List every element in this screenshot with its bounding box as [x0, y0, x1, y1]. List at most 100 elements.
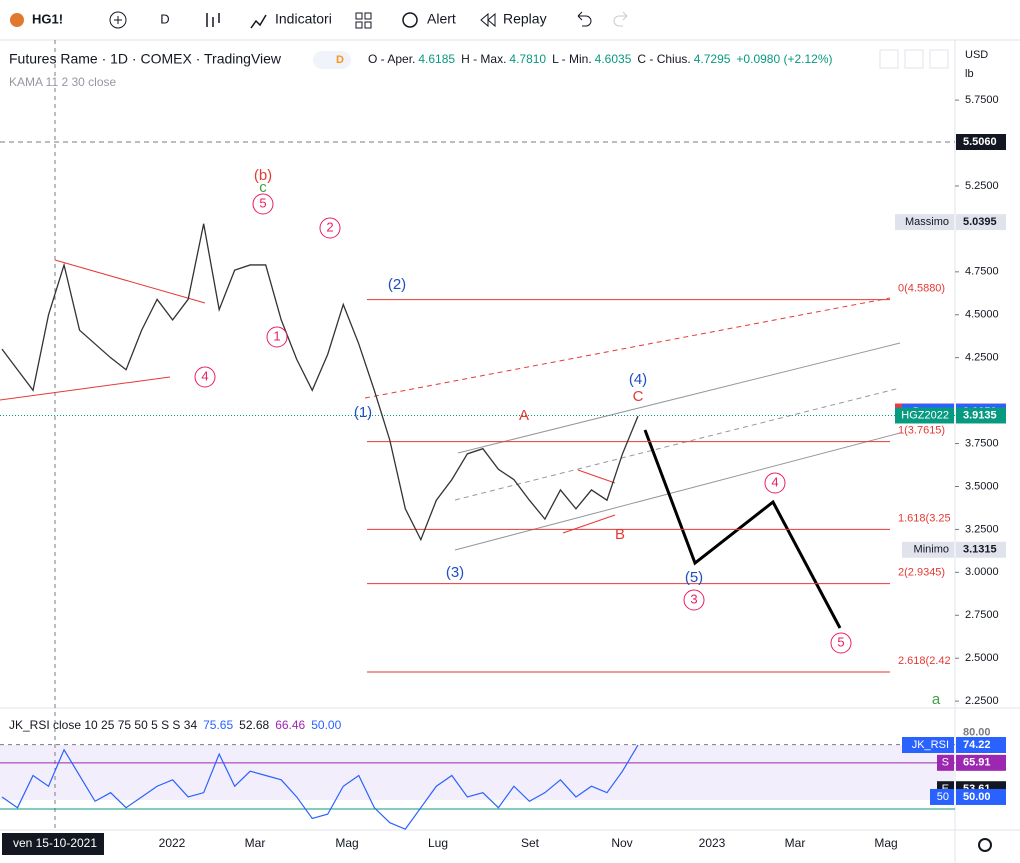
- wave-label: (5): [685, 569, 703, 586]
- rsi-tag-name: S: [942, 757, 949, 769]
- price-tag-name-bg: [902, 541, 954, 558]
- wave-circle: [683, 589, 705, 611]
- channel: [457, 342, 901, 454]
- wave-label: A: [519, 407, 529, 424]
- indicators[interactable]: Indicatori: [275, 11, 332, 27]
- rsi-tag-name-bg: [930, 788, 954, 805]
- wave-label: 5: [259, 195, 266, 210]
- undo[interactable]: [577, 11, 592, 27]
- alert[interactable]: Alert: [427, 11, 456, 27]
- badge-bg: [313, 51, 351, 69]
- grid-icon: [364, 21, 372, 29]
- wave-circle: [266, 326, 288, 348]
- button[interactable]: [904, 49, 924, 69]
- y-tick-label: 4.7500: [965, 266, 999, 278]
- wave-label: (2): [388, 276, 406, 293]
- rsi-tag-value: 80.00: [963, 727, 991, 739]
- grid-icon[interactable]: [355, 12, 363, 20]
- wave-circle: [194, 366, 216, 388]
- rsi-reading: 66.46: [275, 718, 305, 732]
- rsi-tag-value: 50.00: [963, 791, 991, 803]
- wave-label: 4: [771, 474, 778, 489]
- button[interactable]: [929, 49, 949, 69]
- price-tag-value: 5.5060: [963, 136, 997, 148]
- price-tag: [956, 214, 1006, 231]
- fib-label: 2(2.9345): [898, 566, 945, 578]
- ohlc-change: +0.0980 (+2.12%): [736, 52, 832, 66]
- channel: [454, 387, 901, 501]
- rsi-band: [0, 745, 955, 800]
- y-tick-label: 2.5000: [965, 652, 999, 664]
- price-tag-name: Minimo: [914, 544, 949, 556]
- x-tick-label: Mag: [874, 836, 897, 850]
- y-tick-label: 3.7500: [965, 437, 999, 449]
- price-tag-value: 5.0395: [963, 216, 997, 228]
- ohlc-low-label: L - Min.: [552, 52, 592, 66]
- ohlc-close-label: C - Chius.: [637, 52, 690, 66]
- wave-label: (3): [446, 564, 464, 581]
- channel: [454, 432, 901, 551]
- wave-label: a: [932, 691, 941, 708]
- rsi-tag-name: 50: [937, 791, 949, 803]
- redo[interactable]: [613, 11, 628, 27]
- wave-circle: [764, 472, 786, 494]
- add-icon[interactable]: [109, 11, 127, 29]
- rsi-tag-value: 65.91: [963, 757, 991, 769]
- rsi-reading: 75.65: [203, 718, 233, 732]
- rsi-reading: 52.68: [239, 718, 269, 732]
- button[interactable]: [879, 49, 899, 69]
- price-tag-name: HGZ2022: [901, 409, 949, 421]
- y-tick-label: 5.2500: [965, 180, 999, 192]
- x-tick-label: Nov: [611, 836, 632, 850]
- symbol[interactable]: HG1!: [32, 11, 63, 26]
- wave-label: 5: [837, 634, 844, 649]
- ohlc-high-label: H - Max.: [461, 52, 506, 66]
- wave-label: C: [633, 388, 644, 405]
- settings[interactable]: [978, 838, 992, 852]
- unit[interactable]: lb: [965, 68, 974, 80]
- rsi-tag-name: JK_RSI: [912, 739, 949, 751]
- rsi-tag: [956, 754, 1006, 771]
- price-line: [1, 223, 639, 542]
- rsi-tag: [956, 788, 1006, 805]
- rsi-tag-value: 74.22: [963, 739, 991, 751]
- grid-icon: [364, 12, 372, 20]
- wave-label: (b): [254, 167, 272, 184]
- rsi-tag-name-bg: [937, 754, 954, 771]
- x-tick-label: Mag: [335, 836, 358, 850]
- trendline: [562, 514, 616, 534]
- crosshair-date-bg: [2, 833, 104, 855]
- rsi-tag: [956, 724, 1006, 741]
- add-plus: [114, 16, 122, 24]
- x-tick-label: 2023: [699, 836, 726, 850]
- interval[interactable]: D: [160, 11, 169, 26]
- ohlc-open-label: O - Aper.: [368, 52, 415, 66]
- y-tick-label: 4.2500: [965, 352, 999, 364]
- replay[interactable]: Replay: [503, 11, 547, 27]
- price-tag: [956, 407, 1006, 424]
- fib-label: 1(3.7615): [898, 424, 945, 436]
- ohlc-high: 4.7810: [509, 52, 546, 66]
- rsi-reading: 50.00: [311, 718, 341, 732]
- wave-label: c: [259, 179, 267, 196]
- ohlc-low: 4.6035: [595, 52, 632, 66]
- wave-label: 3: [690, 591, 697, 606]
- currency[interactable]: USD: [965, 49, 988, 61]
- toolbar: [0, 0, 1020, 40]
- x-tick-label: Lug: [428, 836, 448, 850]
- x-tick-label: ven 15-10-2021: [13, 836, 97, 850]
- wave-label: B: [615, 526, 625, 543]
- rsi-tag: [956, 736, 1006, 753]
- wave-label: 2: [326, 219, 333, 234]
- fib-label: 2.618(2.42: [898, 655, 951, 667]
- bars-icon[interactable]: [206, 13, 220, 27]
- price-tag-name-bg: [895, 407, 954, 424]
- rsi-legend: JK_RSI close 10 25 75 50 5 S S 34 75.65 52…: [9, 718, 342, 732]
- y-tick-label: 4.5000: [965, 309, 999, 321]
- projection: [643, 429, 842, 629]
- wave-circle: [319, 217, 341, 239]
- symbol-icon: [10, 13, 24, 27]
- indicators-icon: [250, 14, 267, 29]
- wave-label: 4: [201, 368, 208, 383]
